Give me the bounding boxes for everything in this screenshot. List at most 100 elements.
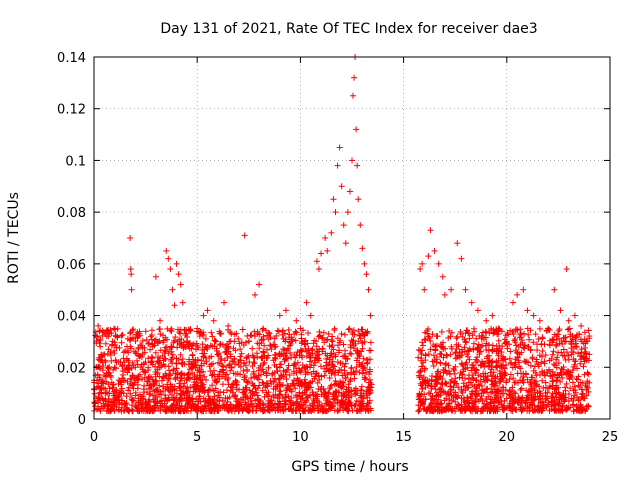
data-point — [297, 347, 304, 354]
data-point — [331, 325, 338, 332]
data-point — [258, 339, 265, 346]
data-point — [161, 400, 168, 407]
data-point — [138, 342, 145, 349]
data-point — [259, 408, 266, 415]
data-point — [125, 408, 132, 415]
data-point — [267, 377, 274, 384]
data-point — [154, 370, 161, 377]
data-point — [271, 335, 278, 342]
data-point — [338, 366, 345, 373]
data-point — [96, 328, 103, 335]
data-point — [367, 347, 374, 354]
data-point — [322, 368, 329, 375]
data-point — [237, 346, 244, 353]
data-point — [93, 406, 100, 413]
data-point — [213, 338, 220, 345]
data-point — [132, 392, 139, 399]
data-point — [206, 363, 213, 370]
data-point — [186, 374, 193, 381]
data-point — [171, 385, 178, 392]
data-point — [124, 369, 131, 376]
data-point — [247, 395, 254, 402]
data-point — [363, 392, 370, 399]
data-point — [111, 404, 118, 411]
data-point — [292, 337, 299, 344]
data-point — [168, 348, 175, 355]
data-point — [254, 392, 261, 399]
data-point — [345, 381, 352, 388]
data-point — [334, 335, 341, 342]
data-point — [257, 405, 264, 412]
data-point — [170, 339, 177, 346]
data-point — [363, 388, 370, 395]
data-point — [360, 355, 367, 362]
data-point — [259, 326, 266, 333]
data-point — [340, 341, 347, 348]
data-point — [209, 333, 216, 340]
data-point — [307, 379, 314, 386]
data-point — [275, 328, 282, 335]
data-point — [95, 393, 102, 400]
data-point — [260, 380, 267, 387]
data-point — [182, 344, 189, 351]
data-point — [318, 386, 325, 393]
data-point — [167, 358, 174, 365]
data-point — [238, 350, 245, 357]
data-point — [112, 365, 119, 372]
data-point — [142, 328, 149, 335]
data-point — [232, 347, 239, 354]
data-point — [183, 376, 190, 383]
data-point — [260, 348, 267, 355]
data-point — [169, 351, 176, 358]
data-point — [335, 369, 342, 376]
data-point — [227, 329, 234, 336]
data-point — [133, 357, 140, 364]
data-point — [288, 354, 295, 361]
data-point — [196, 395, 203, 402]
data-point — [249, 388, 256, 395]
data-point — [279, 331, 286, 338]
data-point — [319, 335, 326, 342]
data-point — [329, 403, 336, 410]
data-point — [316, 376, 323, 383]
data-point — [136, 402, 143, 409]
data-point — [189, 352, 196, 359]
data-point — [341, 367, 348, 374]
data-point — [210, 387, 217, 394]
data-point — [351, 345, 358, 352]
data-point — [261, 393, 268, 400]
data-point — [154, 339, 161, 346]
data-point — [204, 343, 211, 350]
data-point — [324, 352, 331, 359]
data-point — [129, 359, 136, 366]
data-point — [128, 396, 135, 403]
data-point — [195, 344, 202, 351]
data-point — [367, 339, 374, 346]
data-point — [123, 393, 130, 400]
data-point — [185, 371, 192, 378]
data-point — [352, 385, 359, 392]
data-point — [151, 342, 158, 349]
data-point — [152, 349, 159, 356]
data-point — [276, 375, 283, 382]
data-point — [97, 327, 104, 334]
data-point — [229, 357, 236, 364]
data-point — [242, 399, 249, 406]
data-point — [164, 381, 171, 388]
data-point — [359, 345, 366, 352]
data-point — [315, 333, 322, 340]
data-point — [254, 385, 261, 392]
data-point — [101, 357, 108, 364]
data-point — [224, 354, 231, 361]
data-point — [205, 387, 212, 394]
data-point — [107, 352, 114, 359]
data-point — [251, 328, 258, 335]
data-point — [238, 396, 245, 403]
data-point — [186, 356, 193, 363]
data-point — [280, 367, 287, 374]
data-point — [173, 360, 180, 367]
data-point — [216, 341, 223, 348]
data-point — [358, 383, 365, 390]
data-point — [366, 366, 373, 373]
data-point — [127, 336, 134, 343]
